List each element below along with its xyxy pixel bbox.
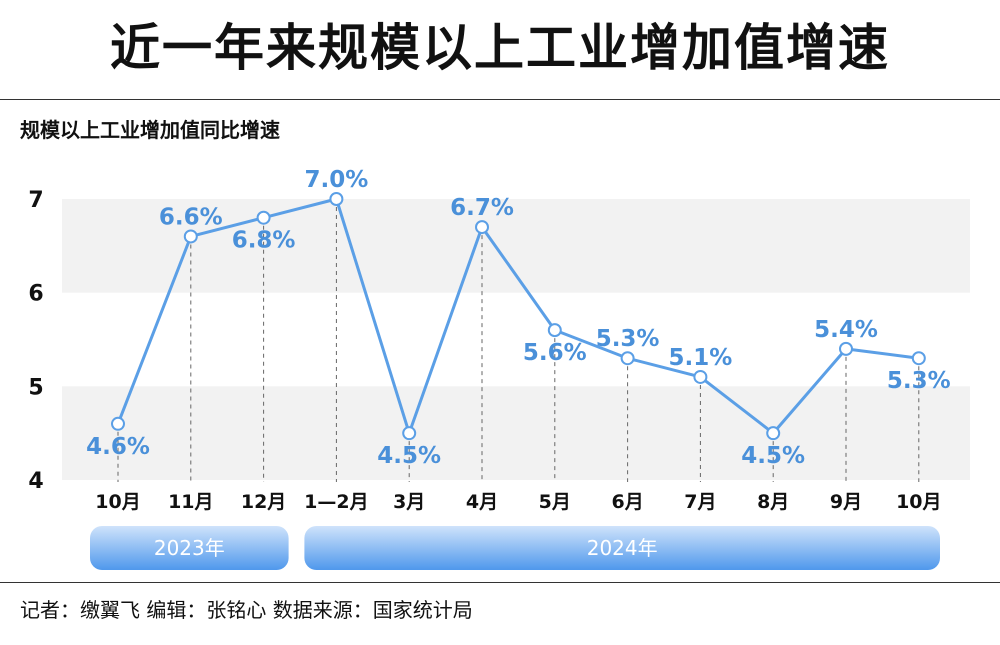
- credits: 记者：缴翼飞 编辑：张铭心 数据来源：国家统计局: [20, 598, 473, 622]
- data-point: [911, 351, 926, 366]
- data-point: [111, 416, 125, 431]
- data-point: [620, 351, 635, 366]
- year-bar: [304, 526, 940, 570]
- data-label: 5.4%: [814, 317, 878, 343]
- data-label: 6.6%: [159, 204, 223, 230]
- band-4: [62, 386, 970, 480]
- x-tick-label: 3月: [393, 491, 425, 513]
- x-tick-label: 4月: [466, 491, 498, 513]
- series-line: [116, 197, 919, 435]
- x-tick-label: 12月: [241, 491, 286, 513]
- page-title: 近一年来规模以上工业增加值增速: [110, 19, 890, 77]
- x-tick-label: 8月: [757, 491, 789, 513]
- y-tick-label: 5: [28, 375, 43, 400]
- data-point: [839, 341, 853, 356]
- x-tick-label: 9月: [830, 491, 862, 513]
- line-chart: 4 5 6 7 4.6% 6.6% 6.8% 7.0% 4.5% 6.7% 5.6% 5.3% 5.1…: [28, 167, 970, 570]
- title-divider: [0, 99, 1000, 100]
- data-points: [111, 192, 926, 441]
- data-point: [766, 426, 781, 441]
- data-labels: 4.6% 6.6% 6.8% 7.0% 4.5% 6.7% 5.6% 5.3% 5.1% 4.5%…: [86, 167, 951, 469]
- x-tick-label: 10月: [95, 491, 140, 513]
- y-tick-label: 6: [28, 282, 43, 307]
- x-tick-label: 1—2月: [304, 491, 368, 513]
- year-bar: [90, 526, 289, 570]
- x-tick-label: 7月: [684, 491, 716, 513]
- data-label: 4.5%: [741, 443, 805, 469]
- data-label: 5.3%: [887, 368, 951, 394]
- data-point: [475, 220, 489, 235]
- data-point: [693, 369, 708, 384]
- data-label: 4.5%: [377, 443, 441, 469]
- x-tick-label: 11月: [168, 491, 213, 513]
- chart-subtitle: 规模以上工业增加值同比增速: [20, 118, 280, 142]
- guide-lines: [117, 207, 920, 482]
- footer-divider: [0, 582, 1000, 583]
- y-tick-label: 7: [28, 188, 43, 213]
- data-point: [402, 426, 417, 441]
- data-label: 5.3%: [596, 326, 660, 352]
- data-point: [329, 192, 344, 206]
- data-label: 4.6%: [86, 434, 150, 460]
- x-tick-label: 6月: [611, 491, 643, 513]
- year-bar-label: 2024年: [587, 536, 658, 560]
- data-point: [183, 229, 198, 244]
- x-axis-ticks: 10月 11月 12月 1—2月 3月 4月 5月 6月 7月 8月 9月 10月: [95, 491, 941, 513]
- data-label: 7.0%: [305, 167, 369, 193]
- x-tick-label: 10月: [896, 491, 941, 513]
- year-bars: 2023年 2024年: [90, 526, 940, 570]
- data-label: 6.7%: [450, 195, 514, 221]
- data-label: 5.1%: [669, 345, 733, 371]
- data-point: [547, 323, 562, 338]
- y-axis-ticks: 4 5 6 7: [28, 188, 43, 494]
- series-line-path: [116, 197, 919, 435]
- x-tick-label: 5月: [539, 491, 571, 513]
- data-label: 5.6%: [523, 340, 587, 366]
- y-tick-label: 4: [28, 469, 43, 494]
- data-label: 6.8%: [232, 228, 296, 254]
- year-bar-label: 2023年: [154, 536, 225, 560]
- data-point: [256, 210, 271, 225]
